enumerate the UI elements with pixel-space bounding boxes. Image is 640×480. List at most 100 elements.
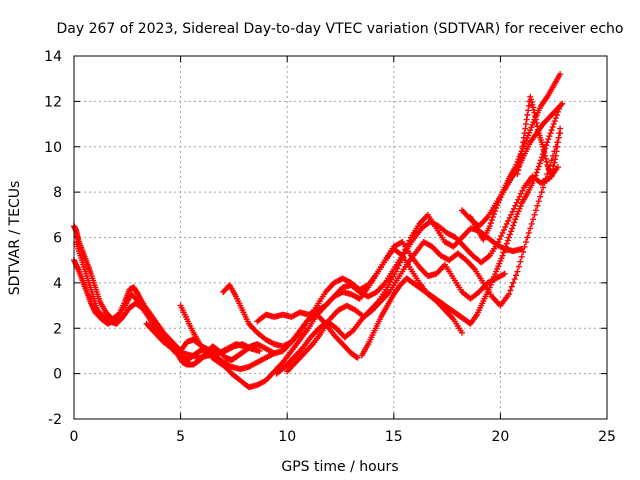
data-point (495, 239, 502, 246)
data-point (553, 111, 560, 118)
y-tick-label: 8 (53, 185, 62, 201)
data-point (545, 136, 552, 143)
data-point (489, 214, 496, 221)
data-point (514, 268, 521, 275)
y-tick-label: 4 (53, 276, 62, 292)
series-track-9 (284, 130, 564, 375)
data-point (507, 287, 514, 294)
data-point (510, 222, 517, 229)
series-track-6 (220, 239, 508, 350)
data-point (518, 190, 525, 197)
data-point (134, 290, 141, 297)
data-point (256, 347, 263, 354)
data-point (519, 143, 526, 150)
data-point (549, 166, 556, 173)
series-track-13 (514, 93, 564, 180)
data-point (538, 154, 545, 161)
data-point (528, 220, 535, 227)
data-point (555, 134, 562, 141)
data-point (395, 262, 402, 269)
data-point (496, 236, 503, 243)
data-point (523, 116, 530, 123)
data-point (525, 107, 532, 114)
data-point (533, 119, 540, 126)
data-point (535, 126, 542, 133)
data-point (534, 202, 541, 209)
data-point (543, 158, 550, 165)
data-point (492, 208, 499, 215)
data-point (488, 217, 495, 224)
data-point (491, 211, 498, 218)
data-point (513, 272, 520, 279)
data-point (501, 270, 508, 277)
y-tick-label: -2 (48, 412, 62, 428)
y-tick-label: 2 (53, 321, 62, 337)
chart-title: Day 267 of 2023, Sidereal Day-to-day VTE… (57, 21, 624, 37)
data-point (547, 130, 554, 137)
data-point (532, 207, 539, 214)
data-point (557, 71, 564, 78)
data-point (503, 220, 510, 227)
data-point (508, 283, 515, 290)
data-point (532, 113, 539, 120)
data-point (553, 148, 560, 155)
data-point (530, 216, 537, 223)
data-point (532, 116, 539, 123)
y-tick-label: 10 (44, 140, 62, 156)
data-point (487, 220, 494, 227)
y-tick-label: 0 (53, 367, 62, 383)
data-point (509, 208, 516, 215)
series-track-10 (358, 102, 564, 359)
data-point (540, 184, 547, 191)
data-point (546, 133, 553, 140)
data-point (521, 130, 528, 137)
data-point (518, 148, 525, 155)
data-point (538, 189, 545, 196)
data-point (502, 223, 509, 230)
data-point (533, 169, 540, 176)
data-point (544, 139, 551, 146)
data-point (537, 193, 544, 200)
data-point (392, 268, 399, 275)
data-point (542, 175, 549, 182)
data-point (516, 193, 523, 200)
data-point (513, 199, 520, 206)
data-point (525, 102, 532, 109)
data-point (397, 259, 404, 266)
data-point (517, 155, 524, 162)
y-tick-labels: -2 0 2 4 6 8 10 12 14 (44, 49, 62, 428)
data-point (506, 214, 513, 221)
data-point (503, 240, 510, 247)
data-point (459, 329, 466, 336)
x-tick-label: 10 (278, 429, 296, 445)
data-point (527, 225, 534, 232)
data-point (517, 258, 524, 265)
series-track-7 (254, 211, 525, 325)
data-point (541, 149, 548, 156)
data-point (354, 354, 361, 361)
y-tick-label: 12 (44, 94, 62, 110)
data-point (353, 353, 360, 360)
data-point (534, 123, 541, 130)
data-point (500, 249, 507, 256)
data-point (559, 100, 566, 107)
data-point (552, 156, 559, 163)
data-point (549, 124, 556, 131)
data-point (540, 146, 547, 153)
data-point (552, 152, 559, 159)
data-point (535, 198, 542, 205)
data-point (532, 172, 539, 179)
data-point (543, 142, 550, 149)
data-point (515, 263, 522, 270)
data-point (550, 121, 557, 128)
data-point (510, 205, 517, 212)
data-point (515, 163, 522, 170)
data-point (548, 173, 555, 180)
data-point (114, 312, 121, 319)
data-point (499, 252, 506, 259)
data-point (505, 234, 512, 241)
data-point (500, 226, 507, 233)
x-tick-labels: 0 5 10 15 20 25 (70, 429, 616, 445)
data-point (525, 229, 532, 236)
data-point (398, 256, 405, 263)
